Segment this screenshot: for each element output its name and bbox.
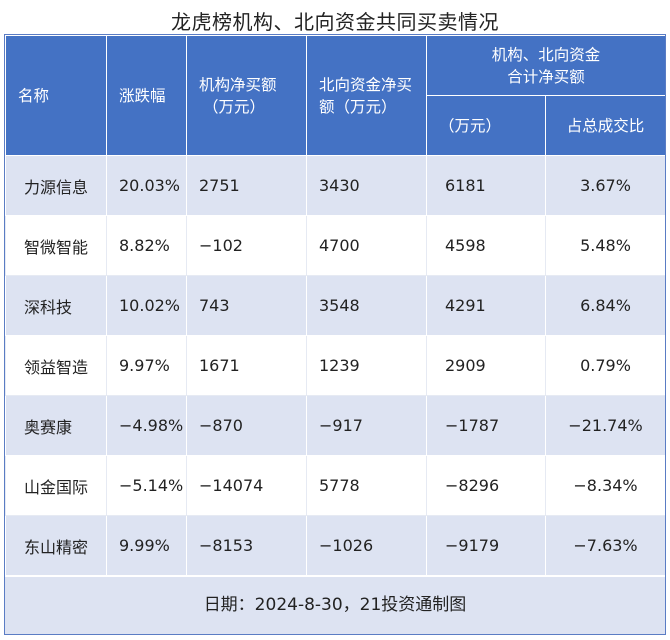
header-inst-net-line1: 机构净买额 <box>199 75 277 94</box>
cell-ratio: −7.63% <box>544 515 665 576</box>
cell-ratio: 5.48% <box>544 215 665 276</box>
cell-north: 3548 <box>306 275 427 336</box>
header-combined-ratio: 占总成交比 <box>544 95 665 156</box>
cell-total: −8296 <box>426 455 546 516</box>
table-row: 领益智造 9.97% 1671 1239 2909 0.79% <box>5 335 665 396</box>
cell-name: 山金国际 <box>5 455 107 516</box>
page-title: 龙虎榜机构、北向资金共同买卖情况 <box>171 10 499 34</box>
cell-inst: −14074 <box>186 455 307 516</box>
cell-total: 4598 <box>426 215 546 276</box>
cell-name: 东山精密 <box>5 515 107 576</box>
cell-name: 力源信息 <box>5 155 107 216</box>
cell-north: 5778 <box>306 455 427 516</box>
cell-total: −9179 <box>426 515 546 576</box>
cell-north: −917 <box>306 395 427 456</box>
table-row: 深科技 10.02% 743 3548 4291 6.84% <box>5 275 665 336</box>
table-body: 力源信息 20.03% 2751 3430 6181 3.67% 智微智能 8.… <box>5 155 665 576</box>
cell-name: 领益智造 <box>5 335 107 396</box>
cell-change: 9.99% <box>106 515 187 576</box>
cell-name: 智微智能 <box>5 215 107 276</box>
header-change: 涨跌幅 <box>106 35 187 156</box>
footer-caption: 日期：2024-8-30，21投资通制图 <box>5 576 665 634</box>
header-north-net-line2: 额（万元） <box>319 97 397 116</box>
cell-inst: 1671 <box>186 335 307 396</box>
cell-name: 奥赛康 <box>5 395 107 456</box>
cell-inst: 2751 <box>186 155 307 216</box>
cell-inst: −102 <box>186 215 307 276</box>
header-inst-net: 机构净买额 （万元） <box>186 35 307 156</box>
cell-ratio: −8.34% <box>544 455 665 516</box>
header-combined-unit: （万元） <box>426 95 546 156</box>
cell-ratio: 0.79% <box>544 335 665 396</box>
table-row: 智微智能 8.82% −102 4700 4598 5.48% <box>5 215 665 276</box>
header-north-net-line1: 北向资金净买 <box>319 75 413 94</box>
header-inst-net-line2: （万元） <box>203 97 266 116</box>
cell-total: 6181 <box>426 155 546 216</box>
table-row: 山金国际 −5.14% −14074 5778 −8296 −8.34% <box>5 455 665 516</box>
data-table-frame: 名称 涨跌幅 机构净买额 （万元） 北向资金净买 额（万元） 机构、北向资金 合… <box>4 34 666 635</box>
cell-ratio: 3.67% <box>544 155 665 216</box>
table-row: 力源信息 20.03% 2751 3430 6181 3.67% <box>5 155 665 216</box>
cell-inst: −870 <box>186 395 307 456</box>
table-row: 奥赛康 −4.98% −870 −917 −1787 −21.74% <box>5 395 665 456</box>
cell-north: 4700 <box>306 215 427 276</box>
table-row: 东山精密 9.99% −8153 −1026 −9179 −7.63% <box>5 515 665 576</box>
header-combined-line1: 机构、北向资金 <box>491 45 601 64</box>
data-table: 名称 涨跌幅 机构净买额 （万元） 北向资金净买 额（万元） 机构、北向资金 合… <box>5 35 665 576</box>
cell-ratio: 6.84% <box>544 275 665 336</box>
cell-change: 20.03% <box>106 155 187 216</box>
cell-north: −1026 <box>306 515 427 576</box>
header-combined-line2: 合计净买额 <box>507 67 585 86</box>
cell-change: −4.98% <box>106 395 187 456</box>
cell-change: 9.97% <box>106 335 187 396</box>
header-north-net: 北向资金净买 额（万元） <box>306 35 427 156</box>
cell-total: −1787 <box>426 395 546 456</box>
cell-north: 3430 <box>306 155 427 216</box>
cell-ratio: −21.74% <box>544 395 665 456</box>
cell-change: −5.14% <box>106 455 187 516</box>
table-header: 名称 涨跌幅 机构净买额 （万元） 北向资金净买 额（万元） 机构、北向资金 合… <box>5 35 665 156</box>
cell-name: 深科技 <box>5 275 107 336</box>
cell-total: 2909 <box>426 335 546 396</box>
header-name: 名称 <box>5 35 107 156</box>
cell-north: 1239 <box>306 335 427 396</box>
cell-change: 10.02% <box>106 275 187 336</box>
cell-inst: 743 <box>186 275 307 336</box>
header-combined: 机构、北向资金 合计净买额 <box>425 35 665 96</box>
cell-total: 4291 <box>426 275 546 336</box>
cell-change: 8.82% <box>106 215 187 276</box>
cell-inst: −8153 <box>186 515 307 576</box>
